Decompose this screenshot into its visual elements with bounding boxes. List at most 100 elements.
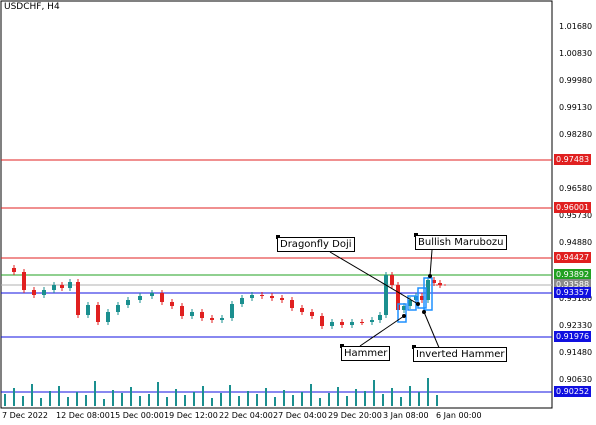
volume-bar: [373, 380, 375, 406]
candle-body: [68, 282, 72, 288]
volume-bar: [319, 398, 321, 406]
candle-body: [408, 300, 412, 306]
candle-body: [350, 322, 354, 325]
volume-bar: [85, 395, 87, 406]
volume-bar: [4, 394, 6, 406]
candle-body: [300, 308, 304, 312]
price-tick: 0.91480: [559, 348, 593, 357]
annotation-arrow: [423, 311, 441, 351]
annotation-hammer[interactable]: Hammer: [341, 346, 391, 361]
time-tick: 7 Dec 2022: [2, 411, 49, 420]
volume-bar: [139, 396, 141, 406]
candle-body: [170, 302, 174, 306]
candle-body: [32, 290, 36, 295]
volume-bar: [391, 388, 393, 406]
time-tick: 6 Jan 00:00: [436, 411, 482, 420]
volume-bar: [364, 391, 366, 406]
volume-bar: [220, 393, 222, 406]
volume-bar: [229, 385, 231, 406]
price-tick: 0.92330: [559, 321, 593, 330]
volume-bar: [328, 393, 330, 406]
candle-body: [290, 300, 294, 308]
volume-bar: [157, 382, 159, 406]
candle-body: [310, 312, 314, 316]
volume-bar: [409, 386, 411, 406]
volume-bar: [67, 397, 69, 406]
candle-body: [126, 300, 130, 305]
candle-body: [384, 275, 388, 315]
candle-body: [220, 318, 224, 320]
time-tick: 15 Dec 00:00: [110, 411, 164, 420]
candle-body: [52, 285, 56, 290]
annotation-arrow-head: [416, 302, 420, 306]
volume-bar: [94, 381, 96, 406]
volume-bar: [355, 389, 357, 406]
price-tick: 0.96580: [559, 184, 593, 193]
price-tag-support: 0.90252: [554, 386, 592, 397]
price-tag-resistance: 0.97483: [554, 154, 592, 165]
candle-body: [420, 296, 424, 300]
volume-bar: [121, 393, 123, 406]
volume-bar: [58, 386, 60, 406]
annotation-arrow: [329, 251, 419, 305]
volume-bar: [310, 384, 312, 406]
price-tick: 0.93180: [559, 294, 593, 303]
volume-bar: [436, 395, 438, 406]
volume-bar: [184, 395, 186, 406]
pattern-box: [417, 287, 427, 309]
candle-body: [360, 322, 364, 323]
candle-body: [76, 282, 80, 315]
candle-body: [190, 312, 194, 316]
price-tick: 0.99980: [559, 76, 593, 85]
time-tick: 29 Dec 20:00: [328, 411, 382, 420]
time-tick: 3 Jan 08:00: [383, 411, 429, 420]
annotation-arrow-head: [422, 310, 426, 314]
price-tag-support: 0.91976: [554, 331, 592, 342]
volume-bar: [202, 386, 204, 406]
annotation-bullish-marubozu[interactable]: Bullish Marubozu: [415, 235, 507, 250]
annotation-arrow-head: [402, 314, 406, 318]
price-tag-support: 0.93357: [554, 287, 592, 298]
volume-bar: [265, 388, 267, 406]
price-tag-pivot: 0.93892: [554, 269, 592, 280]
candle-body: [390, 275, 394, 285]
candle-body: [370, 320, 374, 322]
plot-frame: [0, 0, 553, 409]
annotation-arrow-head: [428, 274, 432, 278]
candle-body: [432, 280, 436, 283]
price-tick: 0.94880: [559, 238, 593, 247]
volume-bar: [274, 397, 276, 406]
candle-body: [96, 305, 100, 322]
candle-body: [200, 312, 204, 318]
pattern-box: [423, 277, 433, 311]
volume-bar: [337, 387, 339, 406]
volume-bar: [418, 392, 420, 406]
candle-body: [340, 322, 344, 325]
volume-bar: [49, 391, 51, 406]
volume-bar: [148, 394, 150, 406]
volume-bar: [166, 397, 168, 406]
candle-body: [12, 268, 16, 272]
annotation-dragonfly-doji[interactable]: Dragonfly Doji: [277, 237, 355, 252]
volume-bar: [31, 384, 33, 406]
volume-bar: [103, 399, 105, 406]
volume-bar: [238, 396, 240, 406]
candle-body: [150, 293, 154, 296]
price-tick: 0.95730: [559, 211, 593, 220]
candle-body: [138, 296, 142, 300]
volume-bar: [256, 394, 258, 406]
time-tick: 22 Dec 04:00: [219, 411, 273, 420]
annotation-inverted-hammer[interactable]: Inverted Hammer: [413, 347, 508, 362]
volume-bar: [346, 396, 348, 406]
price-tick: 1.00830: [559, 49, 593, 58]
price-tick: 0.90630: [559, 375, 593, 384]
volume-bar: [301, 392, 303, 406]
annotation-arrow: [359, 315, 405, 347]
candle-body: [330, 322, 334, 326]
volume-bar: [130, 387, 132, 406]
candle-body: [260, 295, 264, 296]
symbol-title: USDCHF, H4: [4, 2, 60, 12]
volume-bar: [400, 397, 402, 406]
